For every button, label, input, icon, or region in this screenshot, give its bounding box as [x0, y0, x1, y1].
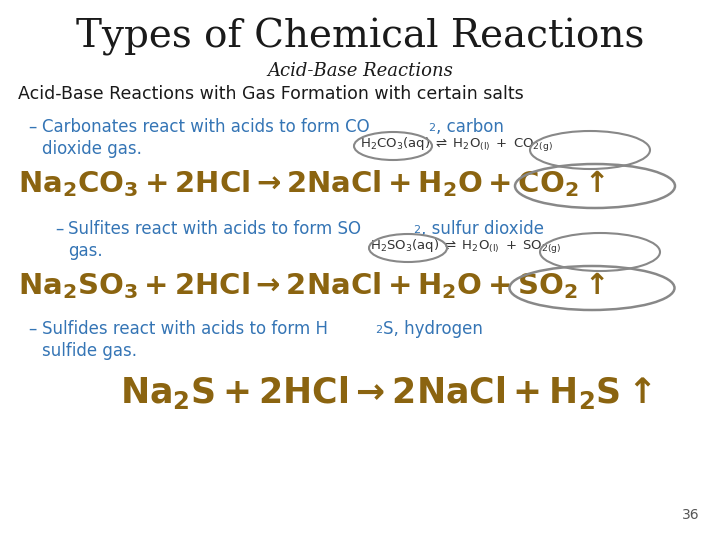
Text: , sulfur dioxide: , sulfur dioxide: [421, 220, 544, 238]
Text: 36: 36: [683, 508, 700, 522]
Text: –: –: [28, 118, 37, 136]
Text: , carbon: , carbon: [436, 118, 504, 136]
Text: 2: 2: [428, 123, 435, 133]
Text: –: –: [28, 320, 37, 338]
Text: –: –: [55, 220, 63, 238]
Text: 2: 2: [413, 225, 420, 235]
Text: sulfide gas.: sulfide gas.: [42, 342, 137, 360]
Text: gas.: gas.: [68, 242, 103, 260]
Text: Types of Chemical Reactions: Types of Chemical Reactions: [76, 18, 644, 56]
Text: $\mathregular{H_2SO_3(aq)\;\rightleftharpoons\; H_2O_{(l)}\;+\;SO_{2(g)}}$: $\mathregular{H_2SO_3(aq)\;\rightlefthar…: [370, 238, 562, 256]
Text: S, hydrogen: S, hydrogen: [383, 320, 483, 338]
Text: 2: 2: [375, 325, 382, 335]
Text: $\mathregular{H_2CO_3(aq)\;\rightleftharpoons\; H_2O_{(l)}\;+\;CO_{2(g)}}$: $\mathregular{H_2CO_3(aq)\;\rightlefthar…: [360, 136, 553, 154]
Text: $\mathbf{Na_2CO_3+2HCl\rightarrow 2NaCl+H_2O+CO_2\uparrow}$: $\mathbf{Na_2CO_3+2HCl\rightarrow 2NaCl+…: [18, 168, 606, 199]
Text: Acid-Base Reactions with Gas Formation with certain salts: Acid-Base Reactions with Gas Formation w…: [18, 85, 523, 103]
Text: Sulfides react with acids to form H: Sulfides react with acids to form H: [42, 320, 328, 338]
Text: $\mathbf{Na_2S+2HCl\rightarrow 2NaCl+H_2S\uparrow}$: $\mathbf{Na_2S+2HCl\rightarrow 2NaCl+H_2…: [120, 374, 652, 411]
Text: Carbonates react with acids to form CO: Carbonates react with acids to form CO: [42, 118, 369, 136]
Text: dioxide gas.: dioxide gas.: [42, 140, 142, 158]
Text: $\mathbf{Na_2SO_3+2HCl\rightarrow 2NaCl+H_2O+SO_2\uparrow}$: $\mathbf{Na_2SO_3+2HCl\rightarrow 2NaCl+…: [18, 270, 605, 301]
Text: Acid-Base Reactions: Acid-Base Reactions: [267, 62, 453, 80]
Text: Sulfites react with acids to form SO: Sulfites react with acids to form SO: [68, 220, 361, 238]
